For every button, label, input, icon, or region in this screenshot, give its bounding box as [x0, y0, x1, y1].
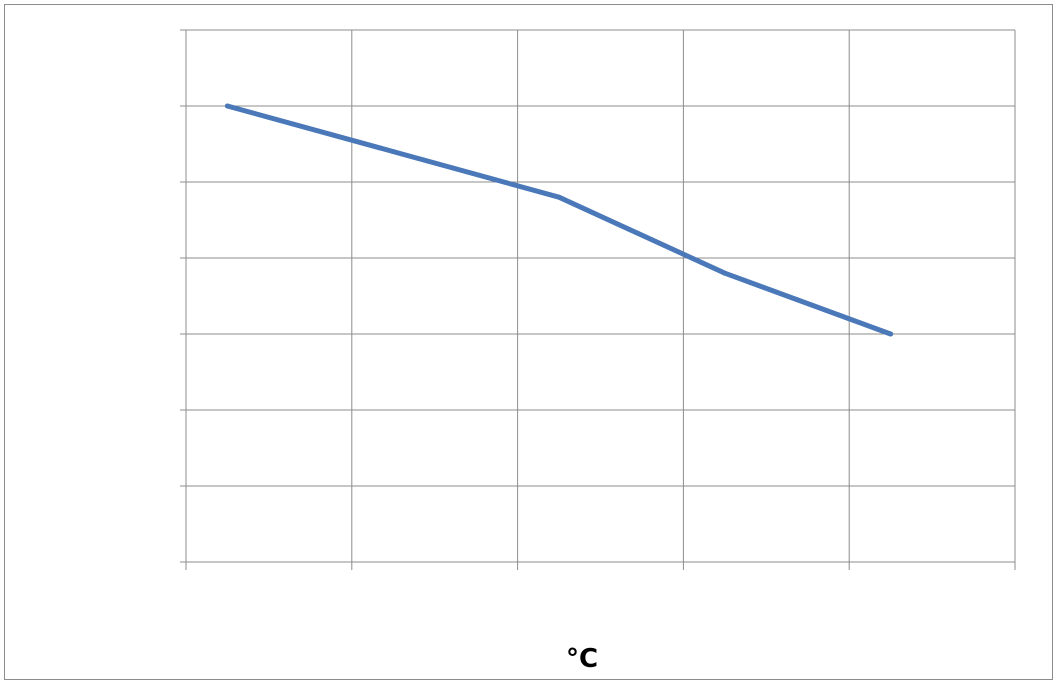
series-layer: [224, 103, 894, 337]
data-point: [224, 103, 230, 109]
data-point: [888, 331, 894, 337]
x-axis-title: °C: [566, 644, 598, 674]
series-line-1: [224, 103, 894, 337]
chart-frame: [4, 4, 1053, 680]
gridlines: [185, 29, 1016, 563]
axes: [180, 29, 1016, 570]
data-point: [722, 270, 728, 276]
data-point: [556, 194, 562, 200]
data-point: [390, 149, 396, 155]
